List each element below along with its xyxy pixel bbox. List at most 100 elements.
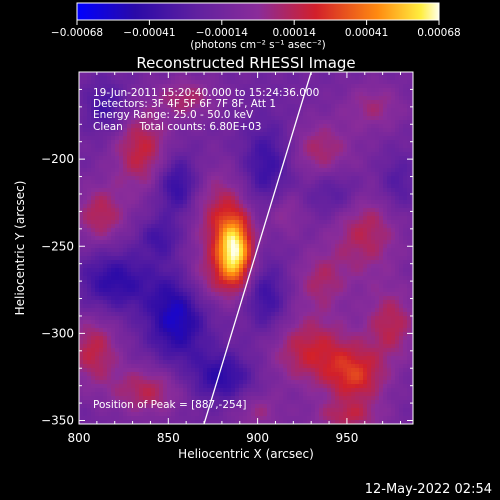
heatmap-cell — [335, 224, 340, 229]
heatmap-cell — [191, 304, 196, 309]
heatmap-cell — [343, 84, 348, 89]
heatmap-cell — [347, 104, 352, 109]
heatmap-cell — [407, 216, 412, 221]
heatmap-cell — [139, 204, 144, 209]
heatmap-cell — [339, 144, 344, 149]
heatmap-cell — [183, 236, 188, 241]
heatmap-cell — [323, 292, 328, 297]
heatmap-cell — [363, 160, 368, 165]
heatmap-cell — [215, 96, 220, 101]
heatmap-cell — [379, 304, 384, 309]
heatmap-cell — [163, 216, 168, 221]
heatmap-cell — [335, 132, 340, 137]
heatmap-cell — [327, 216, 332, 221]
heatmap-cell — [143, 208, 148, 213]
heatmap-cell — [239, 160, 244, 165]
heatmap-cell — [279, 232, 284, 237]
heatmap-cell — [327, 168, 332, 173]
heatmap-cell — [171, 92, 176, 97]
heatmap-cell — [83, 104, 88, 109]
heatmap-cell — [95, 160, 100, 165]
heatmap-cell — [171, 112, 176, 117]
heatmap-cell — [287, 304, 292, 309]
heatmap-cell — [391, 188, 396, 193]
heatmap-cell — [403, 120, 408, 125]
heatmap-cell — [95, 224, 100, 229]
heatmap-cell — [395, 276, 400, 281]
heatmap-cell — [271, 216, 276, 221]
heatmap-cell — [87, 236, 92, 241]
heatmap-cell — [327, 220, 332, 225]
heatmap-cell — [115, 240, 120, 245]
heatmap-cell — [171, 296, 176, 301]
heatmap-cell — [123, 72, 128, 77]
heatmap-cell — [259, 216, 264, 221]
heatmap-cell — [375, 220, 380, 225]
heatmap-cell — [387, 220, 392, 225]
heatmap-cell — [183, 128, 188, 133]
heatmap-cell — [399, 228, 404, 233]
heatmap-cell — [263, 248, 268, 253]
heatmap-cell — [139, 192, 144, 197]
heatmap-cell — [359, 292, 364, 297]
heatmap-cell — [235, 88, 240, 93]
heatmap-cell — [371, 172, 376, 177]
heatmap-cell — [351, 256, 356, 261]
heatmap-cell — [191, 192, 196, 197]
heatmap-cell — [131, 248, 136, 253]
heatmap-cell — [171, 172, 176, 177]
heatmap-cell — [335, 120, 340, 125]
heatmap-cell — [235, 236, 240, 241]
heatmap-cell — [135, 308, 140, 313]
heatmap-cell — [235, 160, 240, 165]
heatmap-cell — [311, 164, 316, 169]
heatmap-cell — [411, 264, 413, 269]
heatmap-cell — [319, 196, 324, 201]
heatmap-cell — [299, 128, 304, 133]
heatmap-cell — [383, 240, 388, 245]
heatmap-cell — [215, 292, 220, 297]
heatmap-cell — [195, 228, 200, 233]
heatmap-cell — [147, 168, 152, 173]
heatmap-cell — [103, 264, 108, 269]
heatmap-cell — [107, 100, 112, 105]
heatmap-cell — [307, 272, 312, 277]
heatmap-cell — [107, 132, 112, 137]
heatmap-cell — [295, 72, 300, 77]
heatmap-cell — [127, 76, 132, 81]
heatmap-cell — [311, 292, 316, 297]
heatmap-cell — [371, 148, 376, 153]
heatmap-cell — [175, 76, 180, 81]
heatmap-cell — [119, 272, 124, 277]
heatmap-cell — [195, 160, 200, 165]
heatmap-cell — [219, 116, 224, 121]
heatmap-cell — [139, 264, 144, 269]
heatmap-cell — [171, 260, 176, 265]
heatmap-cell — [115, 116, 120, 121]
heatmap-cell — [83, 92, 88, 97]
heatmap-cell — [159, 240, 164, 245]
heatmap-cell — [271, 208, 276, 213]
heatmap-cell — [131, 176, 136, 181]
heatmap-cell — [283, 124, 288, 129]
heatmap-cell — [263, 272, 268, 277]
heatmap-cell — [259, 248, 264, 253]
heatmap-cell — [199, 240, 204, 245]
heatmap-cell — [351, 296, 356, 301]
heatmap-cell — [179, 72, 184, 77]
heatmap-cell — [195, 80, 200, 85]
heatmap-cell — [215, 136, 220, 141]
heatmap-cell — [155, 260, 160, 265]
heatmap-cell — [359, 184, 364, 189]
heatmap-cell — [191, 76, 196, 81]
heatmap-cell — [375, 196, 380, 201]
heatmap-cell — [247, 76, 252, 81]
heatmap-cell — [199, 252, 204, 257]
heatmap-cell — [223, 304, 228, 309]
heatmap-cell — [375, 224, 380, 229]
heatmap-cell — [311, 216, 316, 221]
heatmap-cell — [95, 248, 100, 253]
heatmap-cell — [111, 292, 116, 297]
heatmap-cell — [183, 292, 188, 297]
heatmap-cell — [135, 304, 140, 309]
